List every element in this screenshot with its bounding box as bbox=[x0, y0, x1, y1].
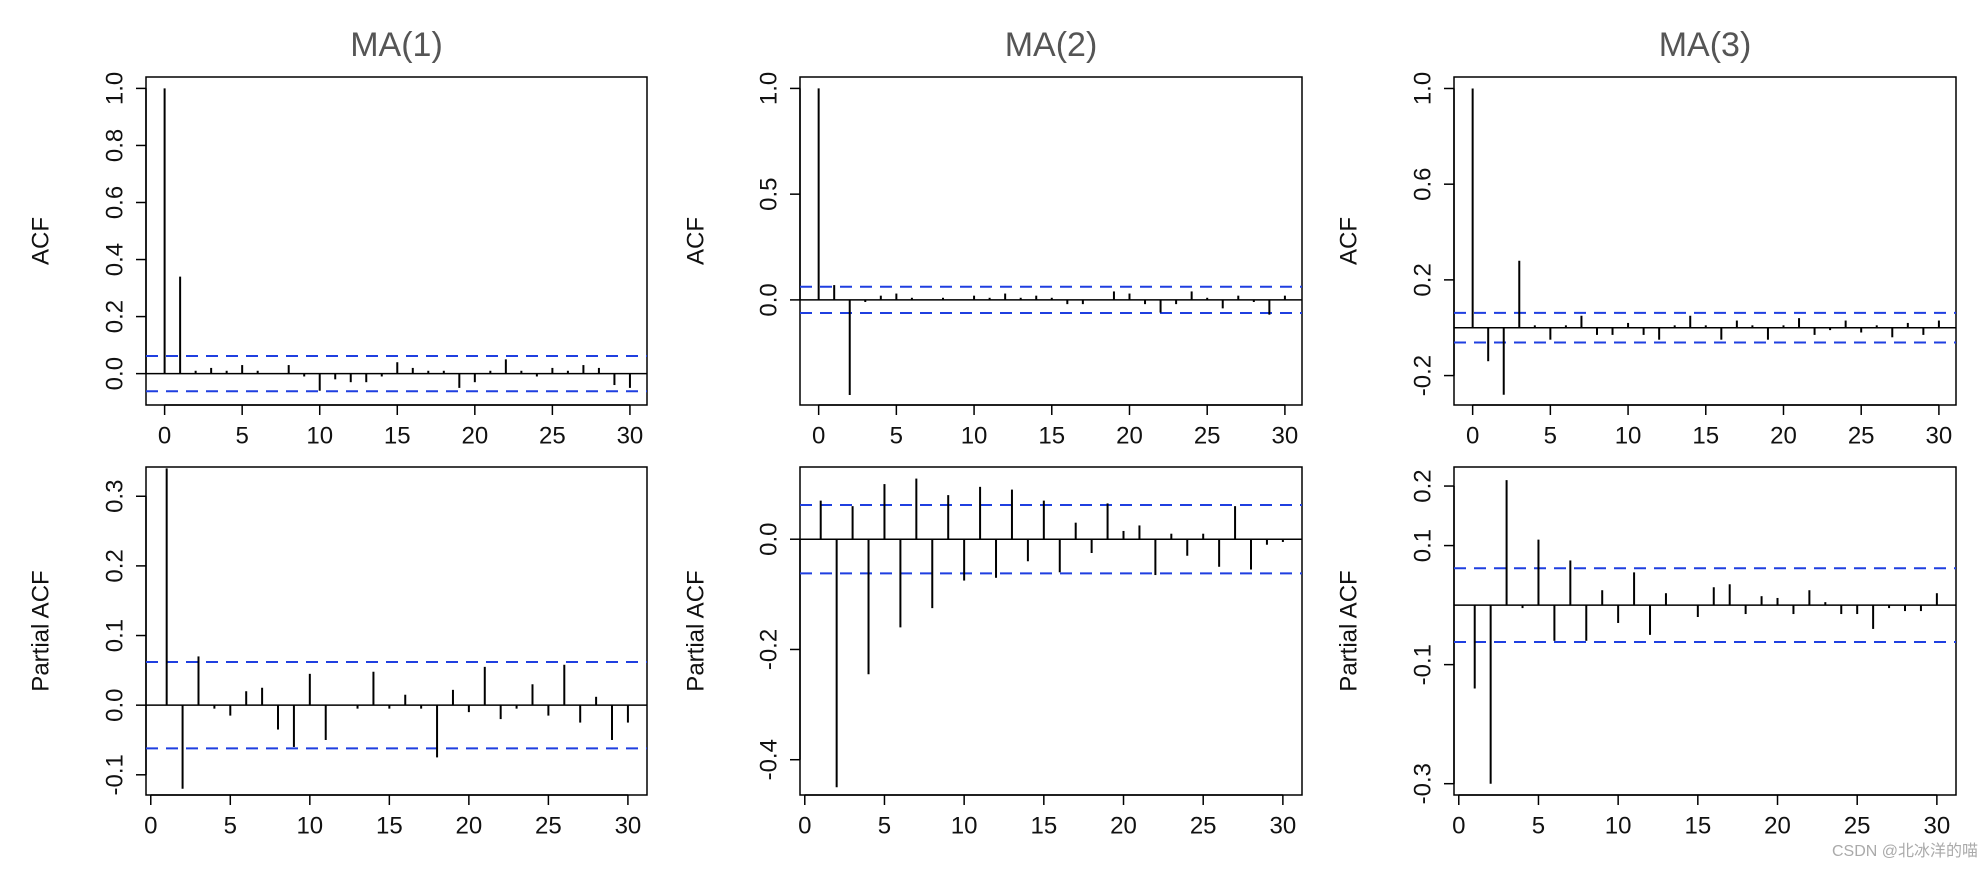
x-tick-label: 5 bbox=[878, 812, 891, 839]
plot-frame bbox=[1453, 466, 1957, 796]
plot-frame bbox=[145, 466, 648, 796]
x-tick-label: 25 bbox=[1194, 422, 1221, 449]
x-tick-label: 20 bbox=[461, 422, 488, 449]
x-tick-label: 5 bbox=[1544, 422, 1557, 449]
watermark: CSDN @北冰洋的喵 bbox=[1832, 842, 1978, 860]
plot-frame bbox=[799, 466, 1303, 796]
x-tick-label: 25 bbox=[1844, 812, 1871, 839]
y-tick-label: 0.1 bbox=[1409, 529, 1436, 562]
y-tick-label: -0.2 bbox=[755, 629, 782, 670]
x-tick-label: 30 bbox=[1270, 812, 1297, 839]
y-tick-label: 0.4 bbox=[101, 243, 128, 276]
x-tick-label: 5 bbox=[1532, 812, 1545, 839]
y-tick-label: 0.8 bbox=[101, 129, 128, 162]
x-tick-label: 30 bbox=[1272, 422, 1299, 449]
y-tick-label: -0.2 bbox=[1409, 355, 1436, 396]
x-tick-label: 10 bbox=[951, 812, 978, 839]
x-tick-label: 20 bbox=[1764, 812, 1791, 839]
x-tick-label: 10 bbox=[296, 812, 323, 839]
x-tick-label: 15 bbox=[1038, 422, 1065, 449]
y-tick-label: 0.0 bbox=[101, 688, 128, 721]
panel-title: MA(1) bbox=[350, 26, 443, 64]
y-tick-label: 0.2 bbox=[101, 300, 128, 333]
y-axis-label: ACF bbox=[682, 217, 709, 265]
plot-frame bbox=[799, 76, 1303, 406]
x-tick-label: 0 bbox=[1452, 812, 1465, 839]
x-tick-label: 15 bbox=[376, 812, 403, 839]
y-tick-label: -0.1 bbox=[1409, 644, 1436, 685]
y-tick-label: 0.2 bbox=[1409, 263, 1436, 296]
y-tick-label: 1.0 bbox=[1409, 72, 1436, 105]
x-tick-label: 10 bbox=[306, 422, 333, 449]
x-tick-label: 0 bbox=[158, 422, 171, 449]
x-tick-label: 5 bbox=[224, 812, 237, 839]
x-tick-label: 20 bbox=[1770, 422, 1797, 449]
x-tick-label: 15 bbox=[1692, 422, 1719, 449]
y-axis-label: Partial ACF bbox=[682, 570, 709, 691]
panel-title: MA(2) bbox=[1005, 26, 1098, 64]
x-tick-label: 25 bbox=[1848, 422, 1875, 449]
y-tick-label: 1.0 bbox=[101, 72, 128, 105]
x-tick-label: 5 bbox=[890, 422, 903, 449]
y-tick-label: 0.0 bbox=[755, 523, 782, 556]
x-tick-label: 15 bbox=[1030, 812, 1057, 839]
y-tick-label: 0.2 bbox=[101, 549, 128, 582]
y-tick-label: -0.3 bbox=[1409, 763, 1436, 804]
y-tick-label: 0.6 bbox=[101, 186, 128, 219]
y-tick-label: 0.2 bbox=[1409, 469, 1436, 502]
y-axis-label: ACF bbox=[27, 217, 54, 265]
y-tick-label: 0.1 bbox=[101, 619, 128, 652]
x-tick-label: 30 bbox=[1924, 812, 1951, 839]
x-tick-label: 0 bbox=[812, 422, 825, 449]
y-tick-label: 0.0 bbox=[101, 357, 128, 390]
x-tick-label: 15 bbox=[1684, 812, 1711, 839]
x-tick-label: 30 bbox=[615, 812, 642, 839]
y-tick-label: -0.1 bbox=[101, 754, 128, 795]
x-tick-label: 30 bbox=[617, 422, 644, 449]
x-tick-label: 20 bbox=[456, 812, 483, 839]
x-tick-label: 5 bbox=[235, 422, 248, 449]
y-tick-label: -0.4 bbox=[755, 739, 782, 780]
panel-title: MA(3) bbox=[1659, 26, 1752, 64]
y-axis-label: Partial ACF bbox=[27, 570, 54, 691]
x-tick-label: 0 bbox=[144, 812, 157, 839]
x-tick-label: 10 bbox=[961, 422, 988, 449]
y-axis-label: ACF bbox=[1335, 217, 1362, 265]
y-tick-label: 0.5 bbox=[755, 177, 782, 210]
y-tick-label: 0.3 bbox=[101, 480, 128, 513]
y-tick-label: 1.0 bbox=[755, 72, 782, 105]
x-tick-label: 25 bbox=[1190, 812, 1217, 839]
x-tick-label: 20 bbox=[1116, 422, 1143, 449]
x-tick-label: 15 bbox=[384, 422, 411, 449]
x-tick-label: 30 bbox=[1926, 422, 1953, 449]
x-tick-label: 25 bbox=[539, 422, 566, 449]
x-tick-label: 10 bbox=[1605, 812, 1632, 839]
x-tick-label: 25 bbox=[535, 812, 562, 839]
x-tick-label: 10 bbox=[1615, 422, 1642, 449]
x-tick-label: 20 bbox=[1110, 812, 1137, 839]
x-tick-label: 0 bbox=[798, 812, 811, 839]
plot-frame bbox=[1453, 76, 1957, 406]
y-tick-label: 0.6 bbox=[1409, 167, 1436, 200]
x-tick-label: 0 bbox=[1466, 422, 1479, 449]
y-tick-label: 0.0 bbox=[755, 283, 782, 316]
y-axis-label: Partial ACF bbox=[1335, 570, 1362, 691]
